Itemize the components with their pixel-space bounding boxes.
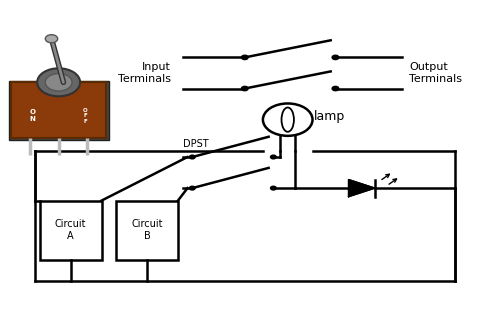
Circle shape	[241, 55, 248, 60]
Text: O
F
F: O F F	[83, 108, 87, 124]
Circle shape	[332, 55, 339, 60]
Circle shape	[37, 68, 80, 96]
Circle shape	[332, 86, 339, 91]
Text: Circuit
B: Circuit B	[131, 219, 163, 241]
Bar	[11, 82, 107, 138]
Circle shape	[45, 35, 58, 43]
Text: DPST: DPST	[183, 139, 208, 149]
Bar	[116, 201, 178, 260]
Text: O
N: O N	[29, 109, 36, 122]
Circle shape	[190, 155, 195, 159]
Bar	[39, 201, 102, 260]
Circle shape	[190, 186, 195, 190]
Circle shape	[45, 73, 72, 91]
Text: Circuit
A: Circuit A	[55, 219, 86, 241]
Text: Input
Terminals: Input Terminals	[118, 62, 171, 84]
Circle shape	[271, 186, 276, 190]
Circle shape	[271, 155, 276, 159]
Bar	[9, 81, 109, 140]
Text: lamp: lamp	[314, 110, 345, 123]
Circle shape	[241, 86, 248, 91]
Text: Output
Terminals: Output Terminals	[409, 62, 462, 84]
Polygon shape	[348, 180, 375, 197]
